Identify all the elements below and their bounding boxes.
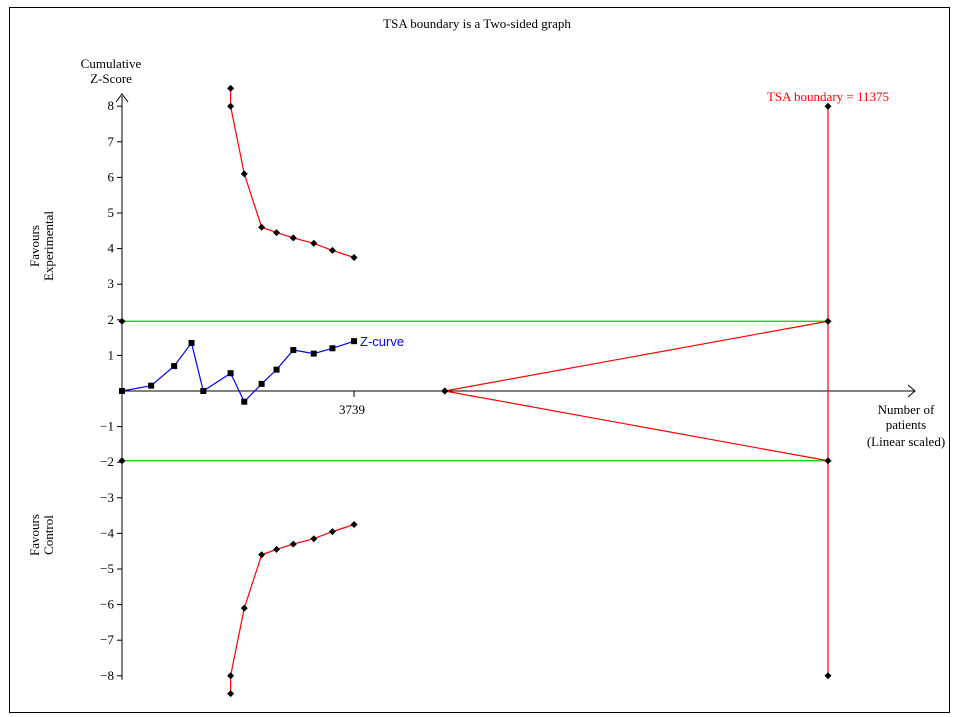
upper-alpha-spending-point — [240, 170, 248, 178]
z-curve-point — [171, 363, 178, 370]
y-tick-label: 7 — [108, 134, 115, 149]
z-curve-point — [241, 398, 248, 405]
x-tick-label: 3739 — [339, 402, 365, 417]
lower-futility-line — [444, 390, 829, 462]
y-tick-label: 1 — [108, 347, 115, 362]
y-tick-label: 5 — [108, 205, 115, 220]
z-curve-point — [148, 382, 155, 389]
favours-control-line1: Favours — [27, 514, 42, 556]
tsa-boundary-label: TSA boundary = 11375 — [767, 89, 889, 104]
upper-futility-point — [824, 317, 832, 325]
lower-alpha-spending-point — [310, 535, 318, 543]
upper-futility-line — [444, 320, 829, 392]
y-tick-label: −5 — [100, 561, 114, 576]
tsa-vertical-point — [824, 102, 832, 110]
z-curve-point — [310, 350, 317, 357]
lower-alpha-spending-point — [350, 521, 358, 528]
z-curve-point — [119, 388, 125, 394]
z-curve-point — [351, 338, 358, 345]
favours-experimental-line1: Favours — [27, 225, 42, 267]
y-axis-label-line1: Cumulative — [81, 56, 142, 71]
z-curve-point — [200, 388, 207, 394]
lower-alpha-spending-point — [289, 540, 297, 548]
y-tick-label: −2 — [100, 454, 114, 469]
upper-alpha-spending-point — [227, 84, 235, 92]
upper-alpha-spending-point — [350, 254, 358, 261]
y-tick-label: −6 — [100, 597, 114, 612]
z-curve-point — [290, 347, 297, 354]
y-tick-label: −4 — [100, 525, 114, 540]
y-tick-label: −7 — [100, 632, 114, 647]
favours-control-line2: Control — [41, 515, 56, 555]
z-curve-label: Z-curve — [360, 334, 404, 349]
z-curve-line — [121, 340, 355, 403]
y-tick-label: 8 — [108, 98, 115, 113]
favours-experimental-line2: Experimental — [41, 211, 56, 281]
lower-futility-point — [441, 387, 449, 395]
y-tick-label: −3 — [100, 490, 114, 505]
x-axis-label-line2: patients — [886, 417, 926, 432]
conventional-lower-point — [118, 457, 126, 465]
y-tick-label: 6 — [108, 169, 115, 184]
y-tick-label: 4 — [108, 241, 115, 256]
lower-alpha-spending-point — [328, 528, 336, 536]
lower-alpha-spending-point — [273, 545, 281, 553]
upper-alpha-spending-point — [289, 234, 297, 242]
upper-alpha-spending-line — [230, 88, 355, 259]
lower-alpha-spending-line — [230, 523, 355, 694]
z-curve-point — [188, 339, 195, 346]
z-curve-point — [227, 370, 234, 377]
chart-frame — [9, 7, 950, 713]
y-tick-label: 2 — [108, 312, 115, 327]
lower-alpha-spending-point — [240, 604, 248, 612]
y-axis-arrow — [115, 93, 129, 103]
z-curve-point — [258, 380, 265, 387]
lower-futility-point — [824, 457, 832, 465]
chart-marks: 8 7 6 5 4 3 2 1 −1 −2 −3 −4 −5 −6 −7 −8 — [100, 84, 916, 698]
upper-alpha-spending-point — [328, 246, 336, 254]
lower-alpha-spending-point — [227, 690, 235, 698]
y-axis-label-line2: Z-Score — [90, 71, 132, 86]
y-tick-label: 3 — [108, 276, 115, 291]
x-axis-label-line1: Number of — [878, 402, 935, 417]
z-curve-point — [329, 345, 336, 352]
lower-alpha-spending-point — [227, 672, 235, 680]
y-tick-label: −1 — [100, 419, 114, 434]
tsa-vertical-point — [824, 672, 832, 680]
lower-alpha-spending-point — [258, 551, 266, 559]
conventional-upper-point — [118, 317, 126, 325]
z-curve-point — [273, 366, 280, 373]
upper-alpha-spending-point — [273, 229, 281, 237]
x-axis-label-line3: (Linear scaled) — [867, 434, 945, 449]
chart-title: TSA boundary is a Two-sided graph — [383, 16, 571, 31]
y-tick-label: −8 — [100, 668, 114, 683]
upper-alpha-spending-point — [310, 239, 318, 247]
x-axis-arrow — [907, 384, 916, 398]
upper-alpha-spending-point — [258, 223, 266, 231]
upper-alpha-spending-point — [227, 102, 235, 110]
